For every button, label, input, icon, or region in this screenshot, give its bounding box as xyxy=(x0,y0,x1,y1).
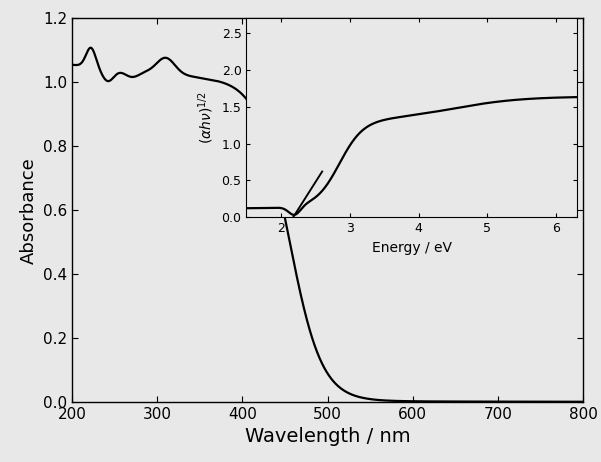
Y-axis label: Absorbance: Absorbance xyxy=(19,157,37,264)
X-axis label: Energy / eV: Energy / eV xyxy=(371,241,452,255)
X-axis label: Wavelength / nm: Wavelength / nm xyxy=(245,427,410,446)
Y-axis label: $(\alpha h\nu)^{1/2}$: $(\alpha h\nu)^{1/2}$ xyxy=(197,91,216,144)
